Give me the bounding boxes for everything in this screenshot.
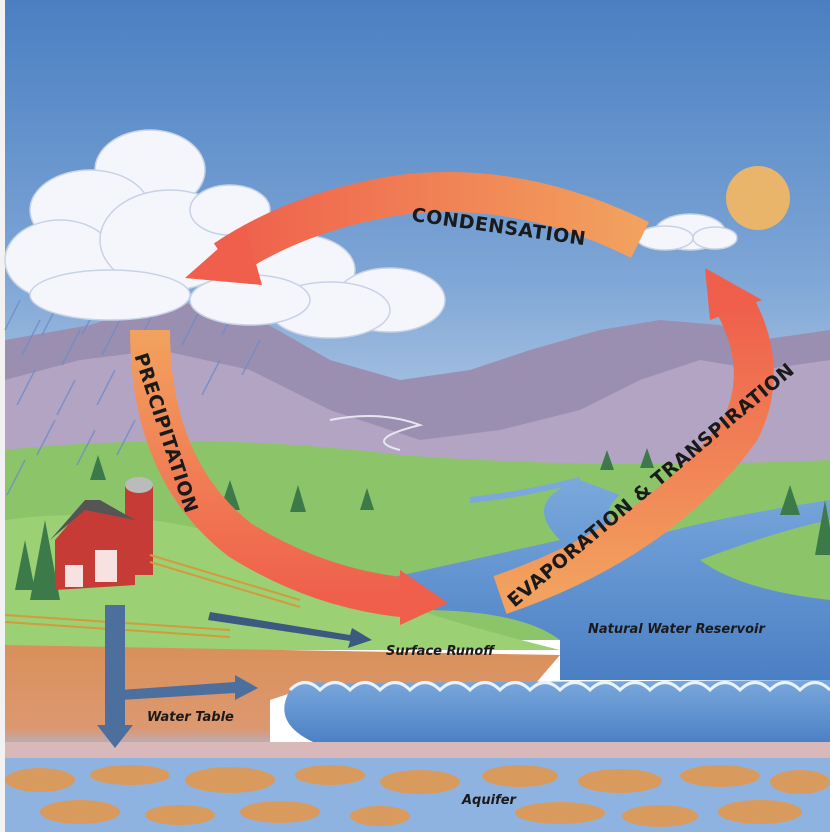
reservoir-depth (284, 680, 830, 745)
water-cycle-diagram: CONDENSATION PRECIPITATION EVAPORATION &… (0, 0, 830, 832)
water-table-label: Water Table (147, 710, 234, 725)
sun (726, 166, 790, 230)
left-edge (0, 0, 5, 832)
page: CONDENSATION PRECIPITATION EVAPORATION &… (0, 0, 830, 832)
runoff-label: Surface Runoff (386, 644, 495, 659)
reservoir-label: Natural Water Reservoir (588, 622, 766, 637)
aquifer-label: Aquifer (461, 793, 518, 808)
